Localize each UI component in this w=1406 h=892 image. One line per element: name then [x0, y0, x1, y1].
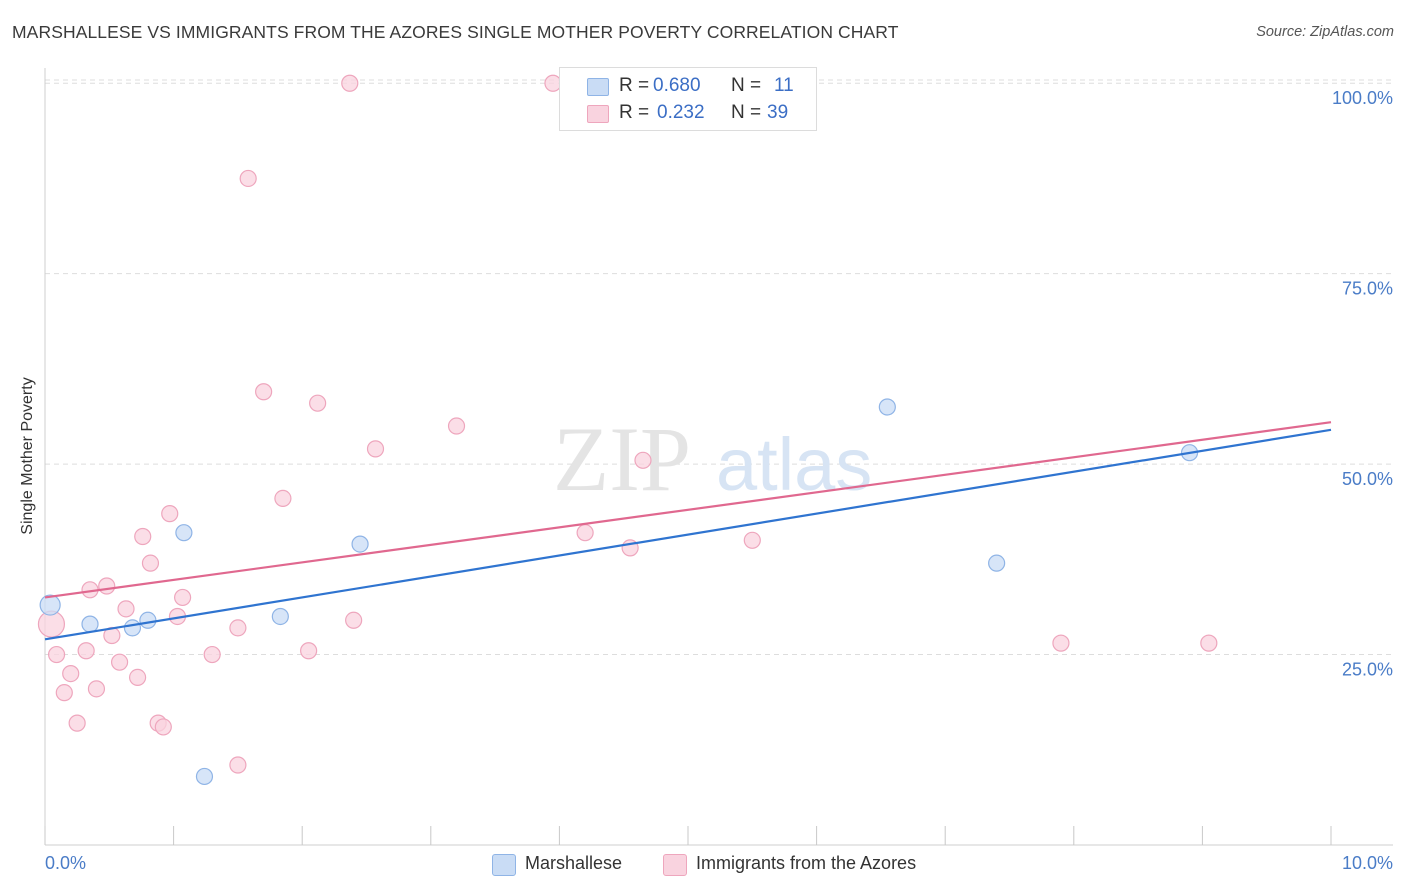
chart-title: MARSHALLESE VS IMMIGRANTS FROM THE AZORE…	[12, 22, 899, 42]
azores-trend-line	[44, 421, 1332, 599]
marshallese-trend-line	[44, 428, 1332, 641]
watermark: ZIP atlas	[553, 408, 872, 510]
azores-point	[154, 718, 172, 736]
azores-point	[743, 531, 761, 549]
y-tick-label: 100.0%	[1332, 88, 1393, 108]
azores-point	[345, 611, 363, 629]
n-value: 39	[767, 102, 789, 123]
x-tick-label: 10.0%	[1342, 853, 1393, 873]
azores-point	[274, 489, 292, 507]
marshallese-point	[175, 524, 193, 542]
stats-row-azores: R = 0.232 N = 39	[560, 101, 816, 127]
azores-point	[134, 527, 152, 546]
azores-point	[634, 451, 652, 469]
azores-point	[62, 665, 80, 683]
azores-point	[255, 383, 273, 401]
azores-point	[128, 668, 147, 687]
azores-point	[174, 588, 192, 607]
n-label: N =	[731, 75, 762, 96]
azores-point	[68, 714, 86, 732]
trend-lines	[44, 421, 1332, 641]
azores-point	[110, 653, 129, 671]
azores-point	[447, 417, 466, 435]
marshallese-point	[271, 607, 289, 626]
azores-point	[229, 619, 247, 637]
x-tick-marks	[44, 826, 1332, 845]
azores-point	[366, 440, 385, 458]
azores-point	[87, 680, 106, 698]
marshallese-point	[878, 398, 896, 416]
azores-point	[1200, 634, 1218, 652]
watermark-zip: ZIP	[553, 408, 691, 510]
legend-label: Immigrants from the Azores	[696, 853, 917, 873]
azores-point	[229, 756, 247, 774]
azores-point	[309, 394, 327, 412]
y-tick-label: 75.0%	[1342, 279, 1393, 299]
source-credit: Source: ZipAtlas.com	[1256, 24, 1394, 40]
x-tick-label: 0.0%	[45, 853, 86, 873]
marshallese-point	[123, 619, 142, 637]
r-label: R =	[619, 102, 650, 123]
azores-point	[300, 642, 318, 660]
stats-legend-box: R = 0.680 N = 11 R = 0.232 N = 39	[559, 67, 817, 131]
y-tick-label: 50.0%	[1342, 469, 1393, 489]
grid-lines	[45, 79, 1393, 656]
azores-point	[47, 645, 66, 664]
marshallese-point	[195, 767, 214, 786]
azores-point	[77, 642, 95, 660]
legend-label: Marshallese	[525, 853, 623, 873]
marshallese-point	[139, 611, 157, 629]
azores-point	[1052, 634, 1070, 652]
legend-swatch-pink	[663, 854, 687, 876]
n-value: 11	[774, 75, 794, 96]
azores-point	[576, 524, 594, 542]
azores-point	[203, 645, 221, 664]
stats-swatch-pink	[587, 105, 609, 123]
marshallese-point	[988, 554, 1006, 572]
azores-point	[141, 554, 160, 572]
n-label: N =	[731, 102, 762, 123]
r-label: R =	[619, 75, 650, 96]
azores-point	[161, 505, 179, 523]
azores-point	[117, 600, 135, 618]
stats-swatch-blue	[587, 78, 609, 96]
watermark-atlas: atlas	[716, 423, 872, 506]
r-value: 0.680	[653, 75, 701, 96]
marshallese-point	[81, 615, 99, 633]
y-axis-title: Single Mother Poverty	[19, 377, 36, 535]
azores-point	[239, 169, 257, 188]
stats-row-marshallese: R = 0.680 N = 11	[560, 74, 816, 100]
azores-point	[341, 74, 359, 92]
azores-point	[98, 577, 116, 595]
r-value: 0.232	[657, 102, 705, 123]
y-tick-labels: 25.0% 50.0% 75.0% 100.0%	[1332, 88, 1393, 679]
marshallese-point	[39, 594, 61, 616]
x-tick-labels: 0.0% 10.0%	[45, 853, 1393, 873]
y-tick-label: 25.0%	[1342, 660, 1393, 680]
azores-point	[55, 684, 73, 702]
axes	[44, 68, 1393, 846]
chart-legend: Marshallese Immigrants from the Azores	[0, 852, 1406, 878]
marshallese-point	[351, 535, 369, 553]
legend-swatch-blue	[492, 854, 516, 876]
